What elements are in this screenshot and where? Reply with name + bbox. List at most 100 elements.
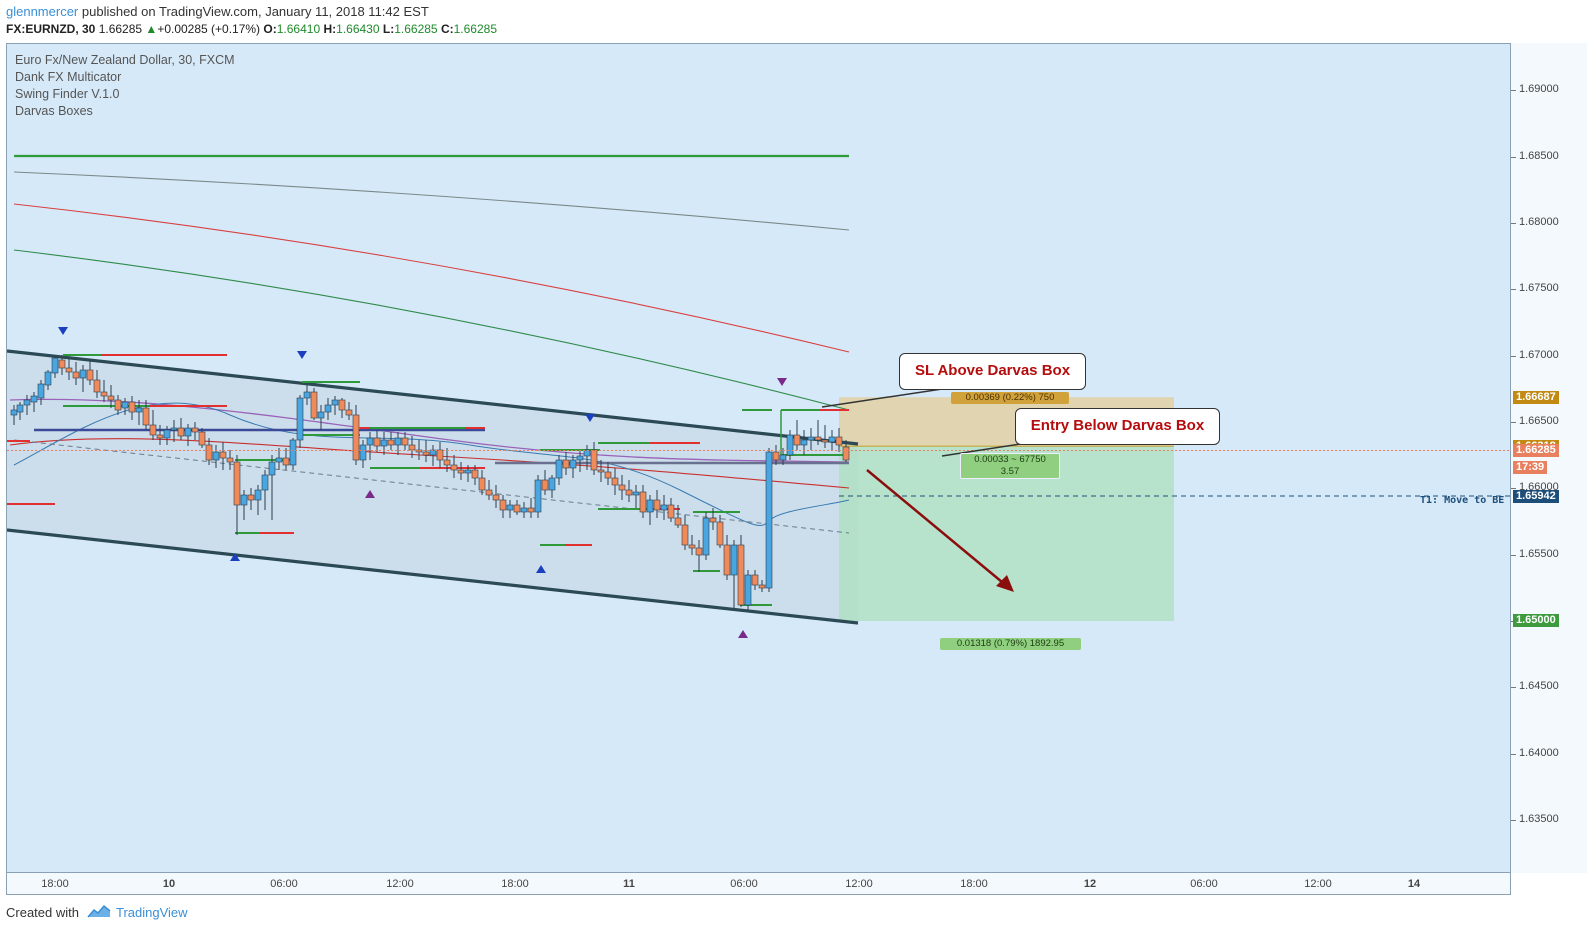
time-tick-label: 06:00 [730,878,758,890]
price-tick-label: 1.63500 [1519,812,1559,825]
price-tick-label: 1.66500 [1519,415,1559,428]
candle-bear [485,489,493,496]
candle-bear [821,439,829,443]
publish-text: published on TradingView.com, January 11… [78,4,429,19]
candle-bear [72,371,80,379]
time-tick-label: 18:00 [41,878,69,890]
legend-indicator[interactable]: Dank FX Multicator [15,70,122,84]
candle-bear [716,521,724,546]
candle-bear [667,504,675,519]
candle-bear [478,477,486,491]
candle-bear [282,457,290,466]
candle-bull [583,449,591,457]
swing-high-marker [58,327,68,335]
candle-bear [758,584,766,589]
tradingview-link[interactable]: TradingView [116,905,188,920]
candle-bull [646,499,654,513]
legend-indicator[interactable]: Darvas Boxes [15,104,93,118]
candle-bear [373,437,381,447]
target-arrow [866,469,1009,588]
candle-bull [576,455,584,461]
candle-bear [436,449,444,461]
candle-bull [303,391,311,399]
price-tick [1511,422,1516,424]
swing-high-marker [297,351,307,359]
candle-bull [779,454,787,461]
time-tick-label: 12:00 [386,878,414,890]
candle-bull [268,461,276,476]
candle-bull [23,399,31,406]
candle-bear [93,379,101,393]
ma-red [13,203,850,353]
ratio-line-2: 3.57 [1000,466,1020,477]
candle-bull [296,397,304,441]
candle-bear [639,491,647,513]
candle-bull [730,544,738,576]
candle-bull [632,491,640,496]
candle-bull [660,504,668,511]
candle-bear [205,444,213,461]
candle-bear [471,469,479,479]
candle-bull [359,444,367,461]
candle-bull [555,459,563,479]
swing-low-marker [738,630,748,638]
candle-bear [450,464,458,471]
price-axis[interactable]: 1.69000 1.68500 1.68000 1.67500 1.67000 1.665… [1511,43,1587,873]
candle-bull [254,489,262,501]
price-tick [1511,687,1516,689]
price-tick [1511,355,1516,357]
legend-series[interactable]: Euro Fx/New Zealand Dollar, 30, FXCM [15,53,235,67]
candle-bull [534,479,542,513]
time-tick-label: 12:00 [845,878,873,890]
username-link[interactable]: glennmercer [6,4,79,19]
candle-bull [366,437,374,446]
t1-label: T1: Move to BE [1420,495,1505,506]
candle-bear [352,414,360,461]
price-tick [1511,819,1516,821]
candle-bear [625,489,633,496]
candle-bear [310,391,318,419]
sl-callout[interactable]: SL Above Darvas Box [899,353,1086,390]
candle-bear [835,436,843,446]
candle-bear [198,431,206,446]
candle-bear [751,574,759,586]
candle-bull [240,494,248,506]
candle-bull [135,407,143,413]
time-tick-label: 06:00 [1190,878,1218,890]
price-tick [1511,223,1516,225]
candle-bear [156,434,164,439]
candle-bear [723,544,731,576]
high-value: 1.66430 [336,22,380,36]
price-tick [1511,289,1516,291]
ma-red-fast [9,438,850,489]
candle-bull [212,451,220,461]
time-tick-label: 18:00 [960,878,988,890]
candle-bear [590,449,598,471]
header-bar: glennmercer published on TradingView.com… [0,0,1587,44]
candle-bear [772,451,780,461]
candle-bull [79,369,87,379]
swing-low-marker [230,553,240,561]
close-label: C: [440,22,454,36]
candle-bull [786,434,794,456]
candle-bull [261,474,269,491]
candle-bear [142,407,150,426]
chart-content [7,154,1510,638]
price-tick [1511,90,1516,92]
entry-callout[interactable]: Entry Below Darvas Box [1015,408,1220,445]
candle-bear [562,459,570,469]
candle-bear [86,369,94,381]
ma-purple [9,398,850,463]
candle-bear [408,444,416,451]
candle-bull [800,439,808,446]
time-axis[interactable]: 18:00 10 06:00 12:00 18:00 11 06:00 12:00 18:00 1… [6,873,1511,895]
candle-bear [814,436,822,441]
candle-bear [338,399,346,411]
last-price: 1.66285 [98,22,143,36]
swing-high-marker [777,378,787,386]
candle-bull [548,477,556,491]
candle-bull [51,357,59,374]
candle-bear [492,494,500,501]
legend-indicator[interactable]: Swing Finder V.1.0 [15,87,120,101]
